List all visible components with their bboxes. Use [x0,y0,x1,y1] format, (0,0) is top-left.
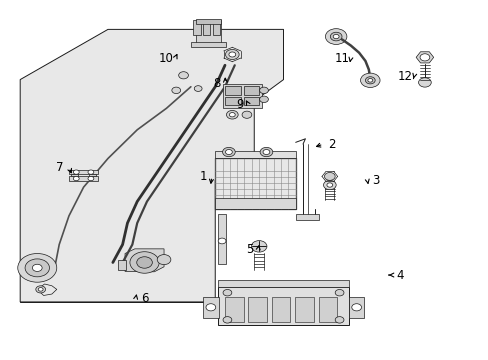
Circle shape [205,304,215,311]
Circle shape [32,264,42,271]
Circle shape [330,32,341,41]
Circle shape [365,77,374,84]
Text: 6: 6 [141,292,148,305]
Bar [215,198,295,209]
Text: 11: 11 [334,51,349,64]
Text: 10: 10 [159,51,174,64]
Circle shape [351,304,361,311]
Text: 2: 2 [328,138,335,150]
Text: 1: 1 [199,170,206,183]
Bar [217,287,348,325]
Bar [69,170,98,174]
Bar [271,297,290,321]
Bar [215,158,295,209]
Bar [222,84,261,108]
Circle shape [259,96,268,103]
Bar [295,297,313,321]
Bar [195,21,221,44]
Circle shape [259,87,268,94]
Bar [89,174,96,176]
Polygon shape [20,30,283,302]
Circle shape [325,29,346,44]
Circle shape [323,180,335,190]
Text: 9: 9 [235,98,243,111]
Circle shape [228,52,235,57]
Bar [190,42,225,47]
Circle shape [73,176,79,181]
Bar [217,214,226,264]
Bar [248,297,266,321]
Circle shape [334,317,343,323]
Circle shape [242,111,251,118]
Bar [118,260,126,270]
Bar [212,21,220,35]
Circle shape [38,288,43,291]
Text: 12: 12 [397,69,412,82]
Circle shape [419,54,429,61]
Circle shape [229,113,235,117]
Bar [217,280,348,287]
Circle shape [157,255,170,265]
Circle shape [18,253,57,282]
Circle shape [263,149,269,154]
Bar [348,297,363,318]
Circle shape [367,78,372,82]
Bar [193,21,200,35]
Circle shape [225,149,232,154]
Circle shape [418,78,430,87]
Bar [243,97,259,105]
Circle shape [218,238,225,244]
Bar [215,150,295,158]
Text: 8: 8 [213,77,220,90]
Text: 7: 7 [56,161,64,174]
Text: 5: 5 [245,243,253,256]
Bar [224,97,240,105]
Bar [224,86,240,95]
Circle shape [332,35,338,39]
Text: 4: 4 [396,269,404,282]
Circle shape [222,147,235,157]
Circle shape [260,147,272,157]
Text: 3: 3 [372,174,379,186]
Bar [203,21,210,35]
Circle shape [36,286,45,293]
Bar [243,86,259,95]
Circle shape [223,317,231,323]
Bar [69,176,98,181]
Circle shape [226,111,238,119]
Bar [295,214,319,220]
Circle shape [326,183,332,187]
Circle shape [178,72,188,79]
Circle shape [225,49,239,59]
Circle shape [334,289,343,296]
Circle shape [25,259,49,277]
Circle shape [194,86,202,91]
Circle shape [360,73,379,87]
Circle shape [137,257,152,268]
Bar [71,174,78,176]
Circle shape [73,170,79,174]
Bar [203,297,218,318]
Polygon shape [125,249,163,272]
Circle shape [324,172,334,180]
Bar [195,19,221,24]
Circle shape [88,176,94,181]
Circle shape [251,240,266,252]
Circle shape [130,252,159,273]
Circle shape [171,87,180,94]
Circle shape [223,289,231,296]
Bar [318,297,336,321]
Circle shape [88,170,94,174]
Bar [224,297,243,321]
Polygon shape [415,52,433,63]
